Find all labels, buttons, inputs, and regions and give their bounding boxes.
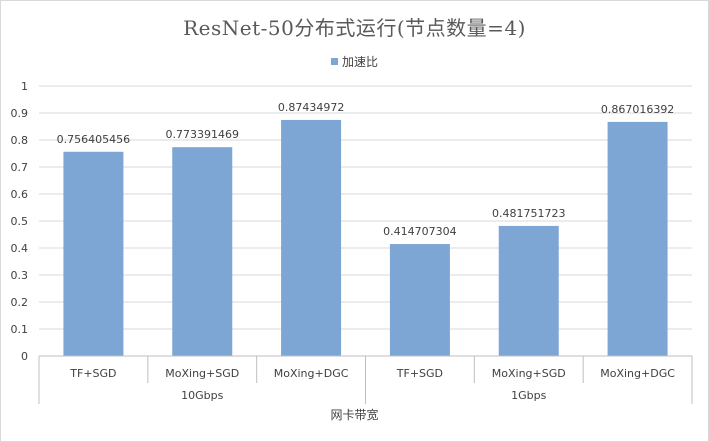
legend-label: 加速比: [341, 55, 378, 69]
chart-title: ResNet-50分布式运行(节点数量=4): [183, 16, 526, 40]
x-category-label: TF+SGD: [396, 367, 443, 380]
data-label: 0.867016392: [601, 103, 674, 116]
data-label: 0.481751723: [492, 207, 565, 220]
x-group-label: 10Gbps: [181, 389, 223, 402]
y-tick-label: 0: [21, 350, 28, 363]
y-tick-label: 0.9: [11, 107, 29, 120]
x-category-label: TF+SGD: [69, 367, 116, 380]
legend: 加速比: [0, 53, 709, 70]
x-axis-title: 网卡带宽: [330, 408, 379, 422]
data-label: 0.773391469: [166, 128, 239, 141]
y-tick-label: 0.6: [11, 188, 29, 201]
y-tick-label: 0.1: [11, 323, 29, 336]
x-category-label: MoXing+DGC: [600, 367, 675, 380]
data-label: 0.756405456: [57, 133, 130, 146]
y-tick-label: 1: [21, 80, 28, 93]
bar: [607, 121, 668, 356]
bar: [281, 119, 342, 357]
y-tick-label: 0.2: [11, 296, 29, 309]
legend-swatch: [330, 58, 338, 65]
data-label: 0.414707304: [383, 225, 456, 238]
x-category-label: MoXing+SGD: [492, 367, 566, 380]
bar: [172, 147, 233, 356]
bar: [63, 151, 124, 356]
y-tick-label: 0.8: [11, 134, 29, 147]
y-tick-label: 0.3: [11, 269, 29, 282]
y-tick-label: 0.5: [11, 215, 29, 228]
bar: [389, 244, 450, 356]
x-group-label: 1Gbps: [511, 389, 546, 402]
y-tick-label: 0.7: [11, 161, 29, 174]
x-category-label: MoXing+DGC: [274, 367, 349, 380]
y-tick-label: 0.4: [11, 242, 29, 255]
data-label: 0.87434972: [278, 101, 344, 114]
x-category-label: MoXing+SGD: [165, 367, 239, 380]
bar: [498, 225, 559, 356]
